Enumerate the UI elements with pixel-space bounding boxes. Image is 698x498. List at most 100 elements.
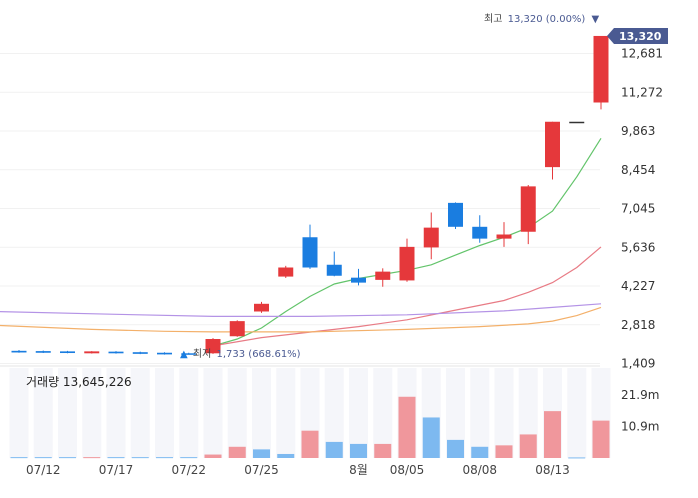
volume-column-bg — [155, 368, 174, 458]
volume-column-bg — [227, 368, 247, 458]
volume-column-bg — [82, 368, 102, 458]
candle-body — [11, 350, 27, 353]
price-y-axis: 12,681 11,272 9,863 8,454 7,045 5,636 4,227 2,8… — [621, 47, 663, 371]
volume-bar — [568, 457, 586, 459]
volume-bar — [228, 446, 246, 458]
volume-bar — [253, 449, 270, 458]
low-annotation: ▲ 최저 1,733 (668.61%) — [180, 348, 301, 360]
volume-column-bg — [203, 368, 223, 458]
candle-body — [60, 351, 75, 354]
y-tick-label: 2,818 — [621, 318, 655, 332]
x-tick-label: 07/22 — [171, 463, 206, 477]
x-tick-label: 8월 — [349, 463, 368, 477]
volume-bar — [83, 457, 101, 459]
current-price-label: 13,320 — [619, 30, 662, 43]
low-annotation-text: 1,733 (668.61%) — [216, 349, 300, 360]
candle-body — [351, 277, 366, 283]
y-tick-label: 7,045 — [621, 202, 655, 216]
volume-column-bg — [58, 368, 77, 458]
volume-bar — [592, 420, 610, 458]
candle-body — [254, 303, 269, 312]
x-tick-label: 07/12 — [26, 463, 61, 477]
x-tick-label: 08/05 — [390, 463, 425, 477]
candle-body — [326, 264, 342, 276]
grid-lines — [0, 53, 600, 367]
candle-body — [108, 351, 124, 354]
volume-bar — [422, 417, 440, 458]
candle-body — [496, 234, 512, 239]
volume-column-bg — [494, 368, 514, 458]
candle-body — [278, 267, 294, 277]
candle-body — [229, 321, 245, 337]
volume-bar — [519, 434, 537, 458]
y-tick-label: 5,636 — [621, 240, 655, 254]
svg-text:최고 13,320 (0.00%): 최고 13,320 (0.00%) ▼ — [484, 13, 600, 25]
candles — [11, 35, 609, 355]
volume-column-bg — [179, 368, 199, 458]
volume-column-bg — [349, 368, 368, 458]
volume-column-bg — [470, 368, 490, 458]
high-annotation-text: 13,320 (0.00%) — [508, 14, 586, 25]
volume-column-bg — [252, 368, 271, 458]
y-tick-label: 9,863 — [621, 124, 655, 138]
y-tick-label: 4,227 — [621, 279, 655, 293]
x-tick-label: 07/25 — [244, 463, 279, 477]
moving-average-line — [0, 306, 602, 333]
volume-label: 거래량 13,645,226 — [26, 375, 132, 389]
volume-bar — [398, 396, 416, 458]
volume-column-bg — [106, 368, 126, 458]
low-annotation-marker: ▲ — [180, 349, 188, 360]
candle-body — [157, 352, 172, 355]
candle-body — [423, 227, 439, 248]
volume-column-bg — [446, 368, 465, 458]
volume-bar — [495, 445, 513, 458]
volume-bar — [59, 457, 76, 459]
candle-body — [569, 121, 585, 124]
volume-column-bg — [130, 368, 150, 458]
volume-bar — [131, 457, 149, 459]
high-annotation-marker: ▼ — [592, 14, 600, 25]
volume-bar — [156, 457, 173, 459]
moving-average-line — [212, 246, 602, 347]
x-tick-label: 07/17 — [99, 463, 134, 477]
volume-bar — [34, 457, 52, 459]
volume-column-bg — [373, 368, 393, 458]
high-annotation: 최고 13,320 (0.00%) ▼ — [484, 13, 600, 25]
x-axis: 07/12 07/17 07/22 07/25 8월 08/05 08/08 08/13 — [26, 463, 570, 477]
y-tick-label: 8,454 — [621, 163, 655, 177]
volume-tick-label: 21.9m — [621, 388, 659, 402]
candle-body — [593, 35, 609, 103]
y-tick-label: 11,272 — [621, 85, 663, 99]
candle-body — [399, 246, 415, 281]
candle-body — [545, 121, 560, 168]
current-price-badge: 13,320 — [607, 27, 668, 44]
candle-body — [472, 226, 488, 239]
volume-bar — [447, 439, 464, 458]
x-tick-label: 08/13 — [535, 463, 570, 477]
volume-tick-label: 10.9m — [621, 420, 659, 434]
candle-body — [35, 351, 51, 353]
volume-bar — [350, 443, 367, 458]
x-tick-label: 08/08 — [462, 463, 497, 477]
volume-bar — [277, 453, 295, 458]
volume-column-bg — [33, 368, 53, 458]
candle-body — [181, 353, 197, 355]
candle-body — [448, 202, 463, 227]
candle-body — [84, 351, 100, 354]
y-tick-label: 12,681 — [621, 47, 663, 61]
volume-bar — [374, 443, 392, 458]
low-annotation-prefix: 최저 — [193, 348, 211, 360]
svg-text:▲ 최저 1,733 (668.61: ▲ 최저 1,733 (668.61%) — [180, 348, 301, 360]
volume-bars — [9, 368, 611, 459]
volume-y-axis: 21.9m 10.9m — [621, 388, 659, 434]
candle-body — [302, 237, 318, 268]
volume-column-bg — [9, 368, 29, 458]
volume-column-bg — [324, 368, 344, 458]
volume-bar — [107, 457, 125, 459]
volume-bar — [301, 430, 319, 458]
volume-bar — [325, 441, 343, 458]
candle-body — [520, 186, 536, 232]
volume-column-bg — [567, 368, 587, 458]
volume-bar — [180, 457, 198, 459]
